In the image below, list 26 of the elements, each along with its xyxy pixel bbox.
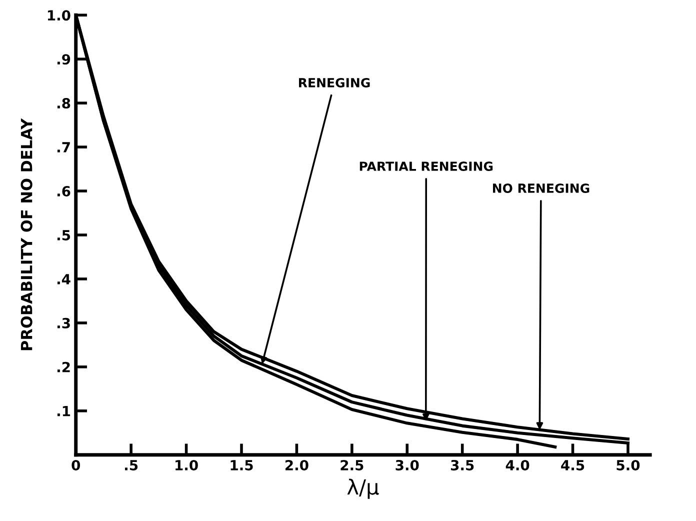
annotation: RENEGING bbox=[299, 78, 370, 88]
y-tick-label: .4 bbox=[57, 274, 70, 284]
x-tick-label: 3.0 bbox=[396, 460, 419, 470]
y-tick-label: .1 bbox=[57, 406, 70, 416]
y-tick-label: .6 bbox=[57, 186, 70, 196]
y-tick-label: .2 bbox=[57, 362, 70, 372]
annotation: NO RENEGING bbox=[492, 184, 590, 193]
x-tick-label: 5.0 bbox=[616, 460, 640, 470]
x-tick-label: .5 bbox=[125, 460, 138, 470]
x-axis-title: λ/μ bbox=[347, 478, 379, 499]
annotation: PARTIAL RENEGING bbox=[360, 162, 493, 171]
x-tick-label: 4.5 bbox=[561, 460, 584, 470]
y-tick-label: .3 bbox=[57, 318, 70, 328]
x-tick-label: 0 bbox=[72, 460, 80, 470]
x-tick-label: 3.5 bbox=[450, 460, 474, 470]
y-tick-label: .5 bbox=[57, 230, 70, 240]
x-tick-label: 4.0 bbox=[506, 460, 530, 470]
y-tick-label: .9 bbox=[57, 54, 70, 65]
x-tick-label: 1.5 bbox=[230, 460, 253, 470]
y-tick-label: .8 bbox=[57, 98, 70, 109]
x-tick-label: 2.5 bbox=[340, 460, 364, 470]
y-tick-label: .7 bbox=[57, 142, 70, 152]
x-tick-label: 2.0 bbox=[286, 460, 308, 470]
y-axis-title: PROBABILITY OF NO DELAY bbox=[20, 118, 32, 350]
y-tick-label: 1.0 bbox=[48, 10, 70, 21]
x-tick-label: 1.0 bbox=[176, 460, 198, 470]
